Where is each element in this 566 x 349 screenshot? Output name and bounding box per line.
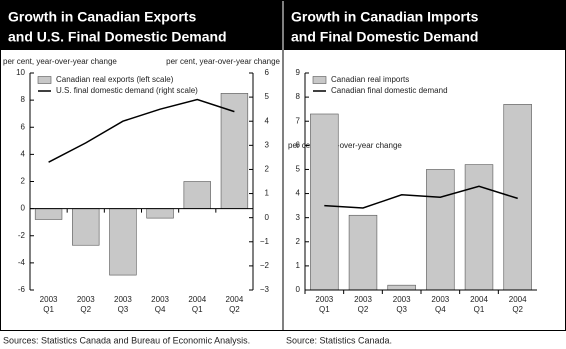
bar xyxy=(183,181,211,209)
x-tick-label: 2003 xyxy=(151,295,169,304)
y2-axis-label: per cent, year-over-year change xyxy=(166,57,280,66)
y2-tick-label: −3 xyxy=(260,285,270,294)
x-tick-label: 2003 xyxy=(114,295,132,304)
y-tick-label: 0 xyxy=(296,285,301,294)
y-tick-label: 5 xyxy=(296,165,301,174)
x-tick-label: 2004 xyxy=(470,295,488,304)
x-tick-label: 2003 xyxy=(315,295,333,304)
y-tick-label: 9 xyxy=(296,68,301,77)
legend-swatch xyxy=(37,76,52,84)
legend-label: Canadian real exports (left scale) xyxy=(56,75,174,84)
x-tick-label: Q1 xyxy=(43,305,54,314)
y-tick-label: 4 xyxy=(21,149,26,158)
x-tick-label: Q3 xyxy=(118,305,129,314)
y2-tick-label: 3 xyxy=(265,140,270,149)
x-tick-label: Q2 xyxy=(512,305,523,314)
y-axis-label: per cent, year-over-year change xyxy=(3,57,117,66)
legend-label: Canadian real imports xyxy=(331,75,409,84)
x-tick-label: Q1 xyxy=(474,305,485,314)
y-tick-label: 2 xyxy=(21,177,26,186)
y2-tick-label: 0 xyxy=(265,213,270,222)
bar xyxy=(387,284,416,291)
chart-title: Growth in Canadian Exports xyxy=(8,9,196,25)
x-tick-label: Q4 xyxy=(155,305,166,314)
y-tick-label: 3 xyxy=(296,213,301,222)
y-tick-label: 8 xyxy=(21,95,26,104)
bar xyxy=(464,164,494,291)
bar xyxy=(310,113,339,291)
x-tick-label: Q1 xyxy=(192,305,203,314)
y-tick-label: -4 xyxy=(18,258,26,267)
source: Source: Statistics Canada. xyxy=(286,335,392,345)
y2-tick-label: −2 xyxy=(260,261,270,270)
y-axis-label: per cent, year-over-year change xyxy=(288,141,402,150)
bar xyxy=(146,208,174,219)
y-tick-label: 8 xyxy=(296,92,301,101)
y-tick-label: 6 xyxy=(21,122,26,131)
legend-swatch xyxy=(312,76,327,84)
line xyxy=(324,185,518,209)
x-tick-label: Q2 xyxy=(358,305,369,314)
y2-tick-label: −1 xyxy=(260,237,270,246)
header xyxy=(284,1,565,50)
y-tick-label: -2 xyxy=(18,231,26,240)
x-tick-label: Q3 xyxy=(396,305,407,314)
y2-tick-label: 5 xyxy=(265,92,270,101)
x-tick-label: 2003 xyxy=(77,295,95,304)
x-tick-label: Q4 xyxy=(435,305,446,314)
legend-label: Canadian final domestic demand xyxy=(331,86,448,95)
chart-title: and U.S. Final Domestic Demand xyxy=(8,29,227,45)
x-tick-label: Q2 xyxy=(229,305,240,314)
y-tick-label: 7 xyxy=(296,116,301,125)
header xyxy=(1,1,282,50)
y-tick-label: 4 xyxy=(296,189,301,198)
y2-tick-label: 4 xyxy=(265,116,270,125)
y2-tick-label: 2 xyxy=(265,165,270,174)
x-tick-label: Q2 xyxy=(80,305,91,314)
y-tick-label: 10 xyxy=(16,68,25,77)
y-tick-label: 6 xyxy=(296,140,301,149)
bar xyxy=(426,169,455,291)
line xyxy=(48,98,235,163)
legend-label: U.S. final domestic demand (right scale) xyxy=(56,86,198,95)
x-tick-label: 2003 xyxy=(431,295,449,304)
bar xyxy=(34,208,63,220)
bar xyxy=(348,214,378,291)
y2-tick-label: 6 xyxy=(265,68,270,77)
y-tick-label: 0 xyxy=(21,204,26,213)
x-tick-label: 2004 xyxy=(188,295,206,304)
x-tick-label: 2004 xyxy=(226,295,244,304)
source: Sources: Statistics Canada and Bureau of… xyxy=(3,335,250,345)
x-tick-label: 2003 xyxy=(393,295,411,304)
y-tick-label: -6 xyxy=(18,285,26,294)
chart-title: Growth in Canadian Imports xyxy=(291,9,479,25)
x-tick-label: 2004 xyxy=(509,295,527,304)
bar xyxy=(220,93,249,209)
bar xyxy=(503,104,532,291)
y2-tick-label: 1 xyxy=(265,189,270,198)
x-tick-label: Q1 xyxy=(319,305,330,314)
bar xyxy=(109,208,137,276)
x-tick-label: 2003 xyxy=(354,295,372,304)
chart-title: and Final Domestic Demand xyxy=(291,29,478,45)
y-tick-label: 1 xyxy=(296,261,301,270)
y-tick-label: 2 xyxy=(296,237,301,246)
x-tick-label: 2003 xyxy=(40,295,58,304)
bar xyxy=(72,208,100,246)
